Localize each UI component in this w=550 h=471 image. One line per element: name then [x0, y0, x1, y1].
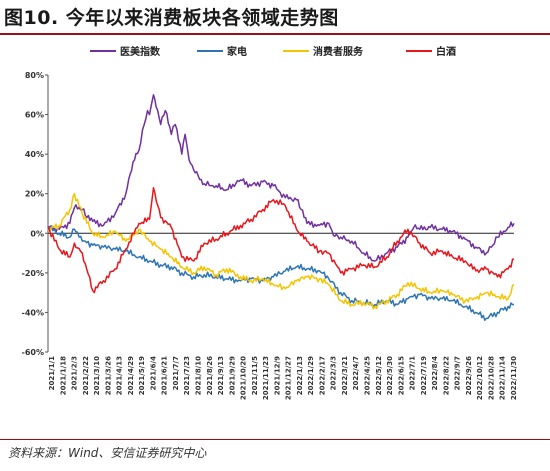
- x-tick-label: 2021/8/10: [194, 356, 202, 395]
- series-line-1: [47, 94, 515, 262]
- y-tick-label: 60%: [25, 111, 44, 120]
- x-tick-label: 2022/2/17: [318, 356, 326, 395]
- legend-label: 家电: [227, 45, 247, 58]
- y-tick-label: 20%: [25, 190, 44, 199]
- x-tick-label: 2022/5/12: [375, 356, 383, 395]
- x-tick-label: 2022/11/30: [510, 356, 518, 400]
- y-tick-label: -60%: [22, 348, 44, 357]
- chart-legend: 医美指数 家电 消费者服务 白酒: [90, 45, 456, 58]
- x-tick-label: 2021/10/20: [240, 356, 248, 400]
- x-tick-label: 2021/7/23: [183, 356, 191, 395]
- x-tick-label: 2022/5/30: [386, 356, 394, 395]
- y-tick-label: -20%: [22, 269, 44, 278]
- x-tick-label: 2021/11/5: [251, 356, 259, 395]
- x-tick-label: 2022/4/7: [352, 356, 360, 390]
- y-tick-label: -40%: [22, 308, 44, 317]
- y-tick-label: 40%: [25, 150, 44, 159]
- x-tick-label: 2022/10/12: [476, 356, 484, 400]
- y-tick-label: 0%: [30, 229, 44, 238]
- x-tick-label: 2021/12/27: [285, 356, 293, 400]
- title-divider: [0, 33, 550, 35]
- series-line-4: [47, 187, 515, 294]
- x-tick-label: 2021/11/23: [262, 356, 270, 400]
- legend-label: 白酒: [436, 45, 456, 58]
- series-line-3: [47, 192, 515, 310]
- x-tick-label: 2021/7/7: [172, 356, 180, 390]
- x-tick-label: 2021/4/13: [116, 356, 124, 395]
- y-axis: 80% 60% 40% 20% 0% -20% -40% -60%: [22, 71, 49, 357]
- x-tick-label: 2021/2/3: [71, 356, 79, 390]
- x-tick-label: 2021/4/29: [127, 356, 135, 395]
- x-tick-label: 2021/1/18: [59, 356, 67, 395]
- x-tick-label: 2021/2/22: [82, 356, 90, 395]
- x-tick-label: 2022/1/13: [296, 356, 304, 395]
- x-tick-label: 2022/7/19: [420, 356, 428, 395]
- x-tick-label: 2021/6/4: [149, 356, 157, 390]
- x-tick-label: 2022/3/3: [330, 356, 338, 390]
- x-tick-label: 2021/6/21: [161, 356, 169, 395]
- series-line-2: [47, 225, 515, 322]
- line-chart: 医美指数 家电 消费者服务 白酒 80% 60% 40% 20% 0% -20% -40% -60%…: [22, 45, 518, 400]
- x-tick-label: 2022/8/22: [442, 356, 450, 395]
- x-tick-label: 2022/7/1: [409, 356, 417, 390]
- legend-label: 医美指数: [120, 45, 161, 58]
- y-tick-label: 80%: [25, 71, 44, 80]
- figure-title: 图10. 今年以来消费板块各领域走势图: [4, 7, 339, 29]
- x-tick-label: 2022/6/15: [397, 356, 405, 395]
- x-tick-label: 2021/5/19: [138, 356, 146, 395]
- x-tick-label: 2022/4/25: [364, 356, 372, 395]
- x-tick-label: 2022/11/14: [499, 356, 507, 400]
- footer-divider: [0, 439, 550, 440]
- legend-label: 消费者服务: [313, 45, 364, 58]
- x-tick-label: 2021/9/29: [228, 356, 236, 395]
- x-tick-label: 2022/9/7: [454, 356, 462, 390]
- x-tick-label: 2022/3/21: [341, 356, 349, 395]
- source-note: 资料来源：Wind、安信证券研究中心: [8, 446, 207, 460]
- x-tick-label: 2022/1/29: [307, 356, 315, 395]
- series-lines: [47, 94, 515, 322]
- x-tick-label: 2021/9/13: [217, 356, 225, 395]
- x-tick-label: 2022/8/4: [431, 356, 439, 390]
- x-tick-label: 2022/9/26: [465, 356, 473, 395]
- x-axis: 2021/1/1 2021/1/18 2021/2/3 2021/2/22 2021/3…: [48, 232, 518, 400]
- x-tick-label: 2022/10/28: [487, 356, 495, 400]
- x-tick-label: 2021/12/9: [273, 356, 281, 395]
- x-tick-label: 2021/3/10: [93, 356, 101, 395]
- x-tick-label: 2021/3/26: [104, 356, 112, 395]
- x-tick-label: 2021/1/1: [48, 356, 56, 390]
- x-tick-label: 2021/8/26: [206, 356, 214, 395]
